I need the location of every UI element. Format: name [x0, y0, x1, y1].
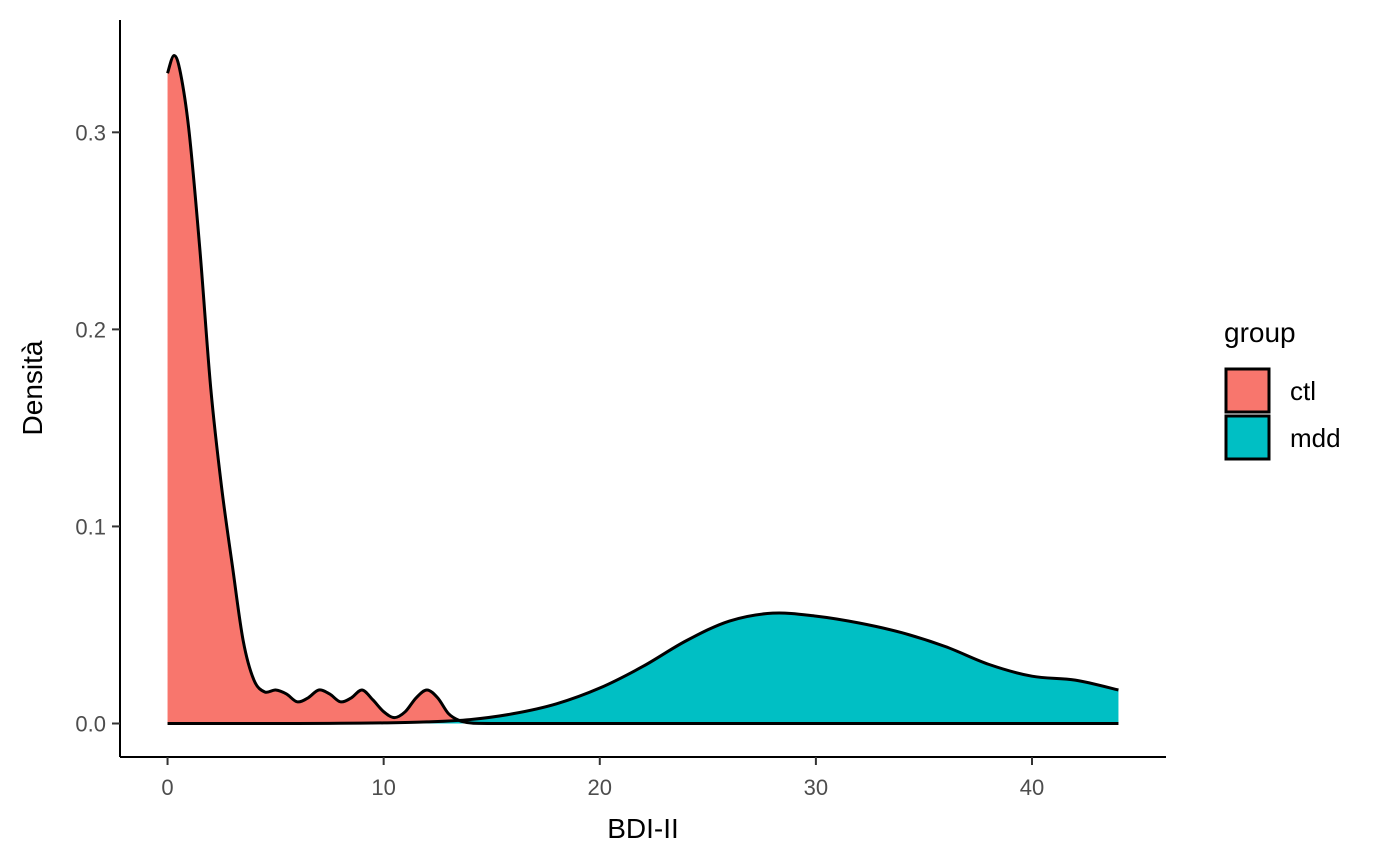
y-axis-title: Densità	[17, 340, 48, 435]
y-ticks: 0.0 0.1 0.2 0.3	[75, 120, 120, 737]
x-tick-label: 0	[161, 775, 173, 800]
density-area-mdd	[167, 612, 1119, 724]
density-lines	[166, 53, 1119, 726]
density-line-ctl	[166, 53, 1119, 726]
x-tick-label: 10	[371, 775, 395, 800]
y-tick-label: 0.3	[75, 120, 106, 145]
x-ticks: 0 10 20 30 40	[161, 757, 1044, 800]
y-tick-label: 0.1	[75, 514, 106, 539]
legend-key-mdd	[1224, 414, 1271, 461]
legend-label-mdd: mdd	[1290, 423, 1341, 453]
axes	[119, 20, 1166, 758]
density-line-mdd	[167, 611, 1119, 726]
legend-title: group	[1224, 317, 1296, 348]
x-tick-label: 20	[588, 775, 612, 800]
density-area-ctl	[167, 55, 1119, 724]
y-tick-label: 0.2	[75, 317, 106, 342]
x-tick-label: 30	[804, 775, 828, 800]
x-axis-title: BDI-II	[607, 813, 679, 844]
legend: group ctl mdd	[1224, 317, 1341, 461]
legend-label-ctl: ctl	[1290, 376, 1316, 406]
density-areas	[167, 55, 1119, 724]
y-tick-label: 0.0	[75, 712, 106, 737]
legend-key-ctl	[1224, 367, 1271, 414]
x-tick-label: 40	[1020, 775, 1044, 800]
